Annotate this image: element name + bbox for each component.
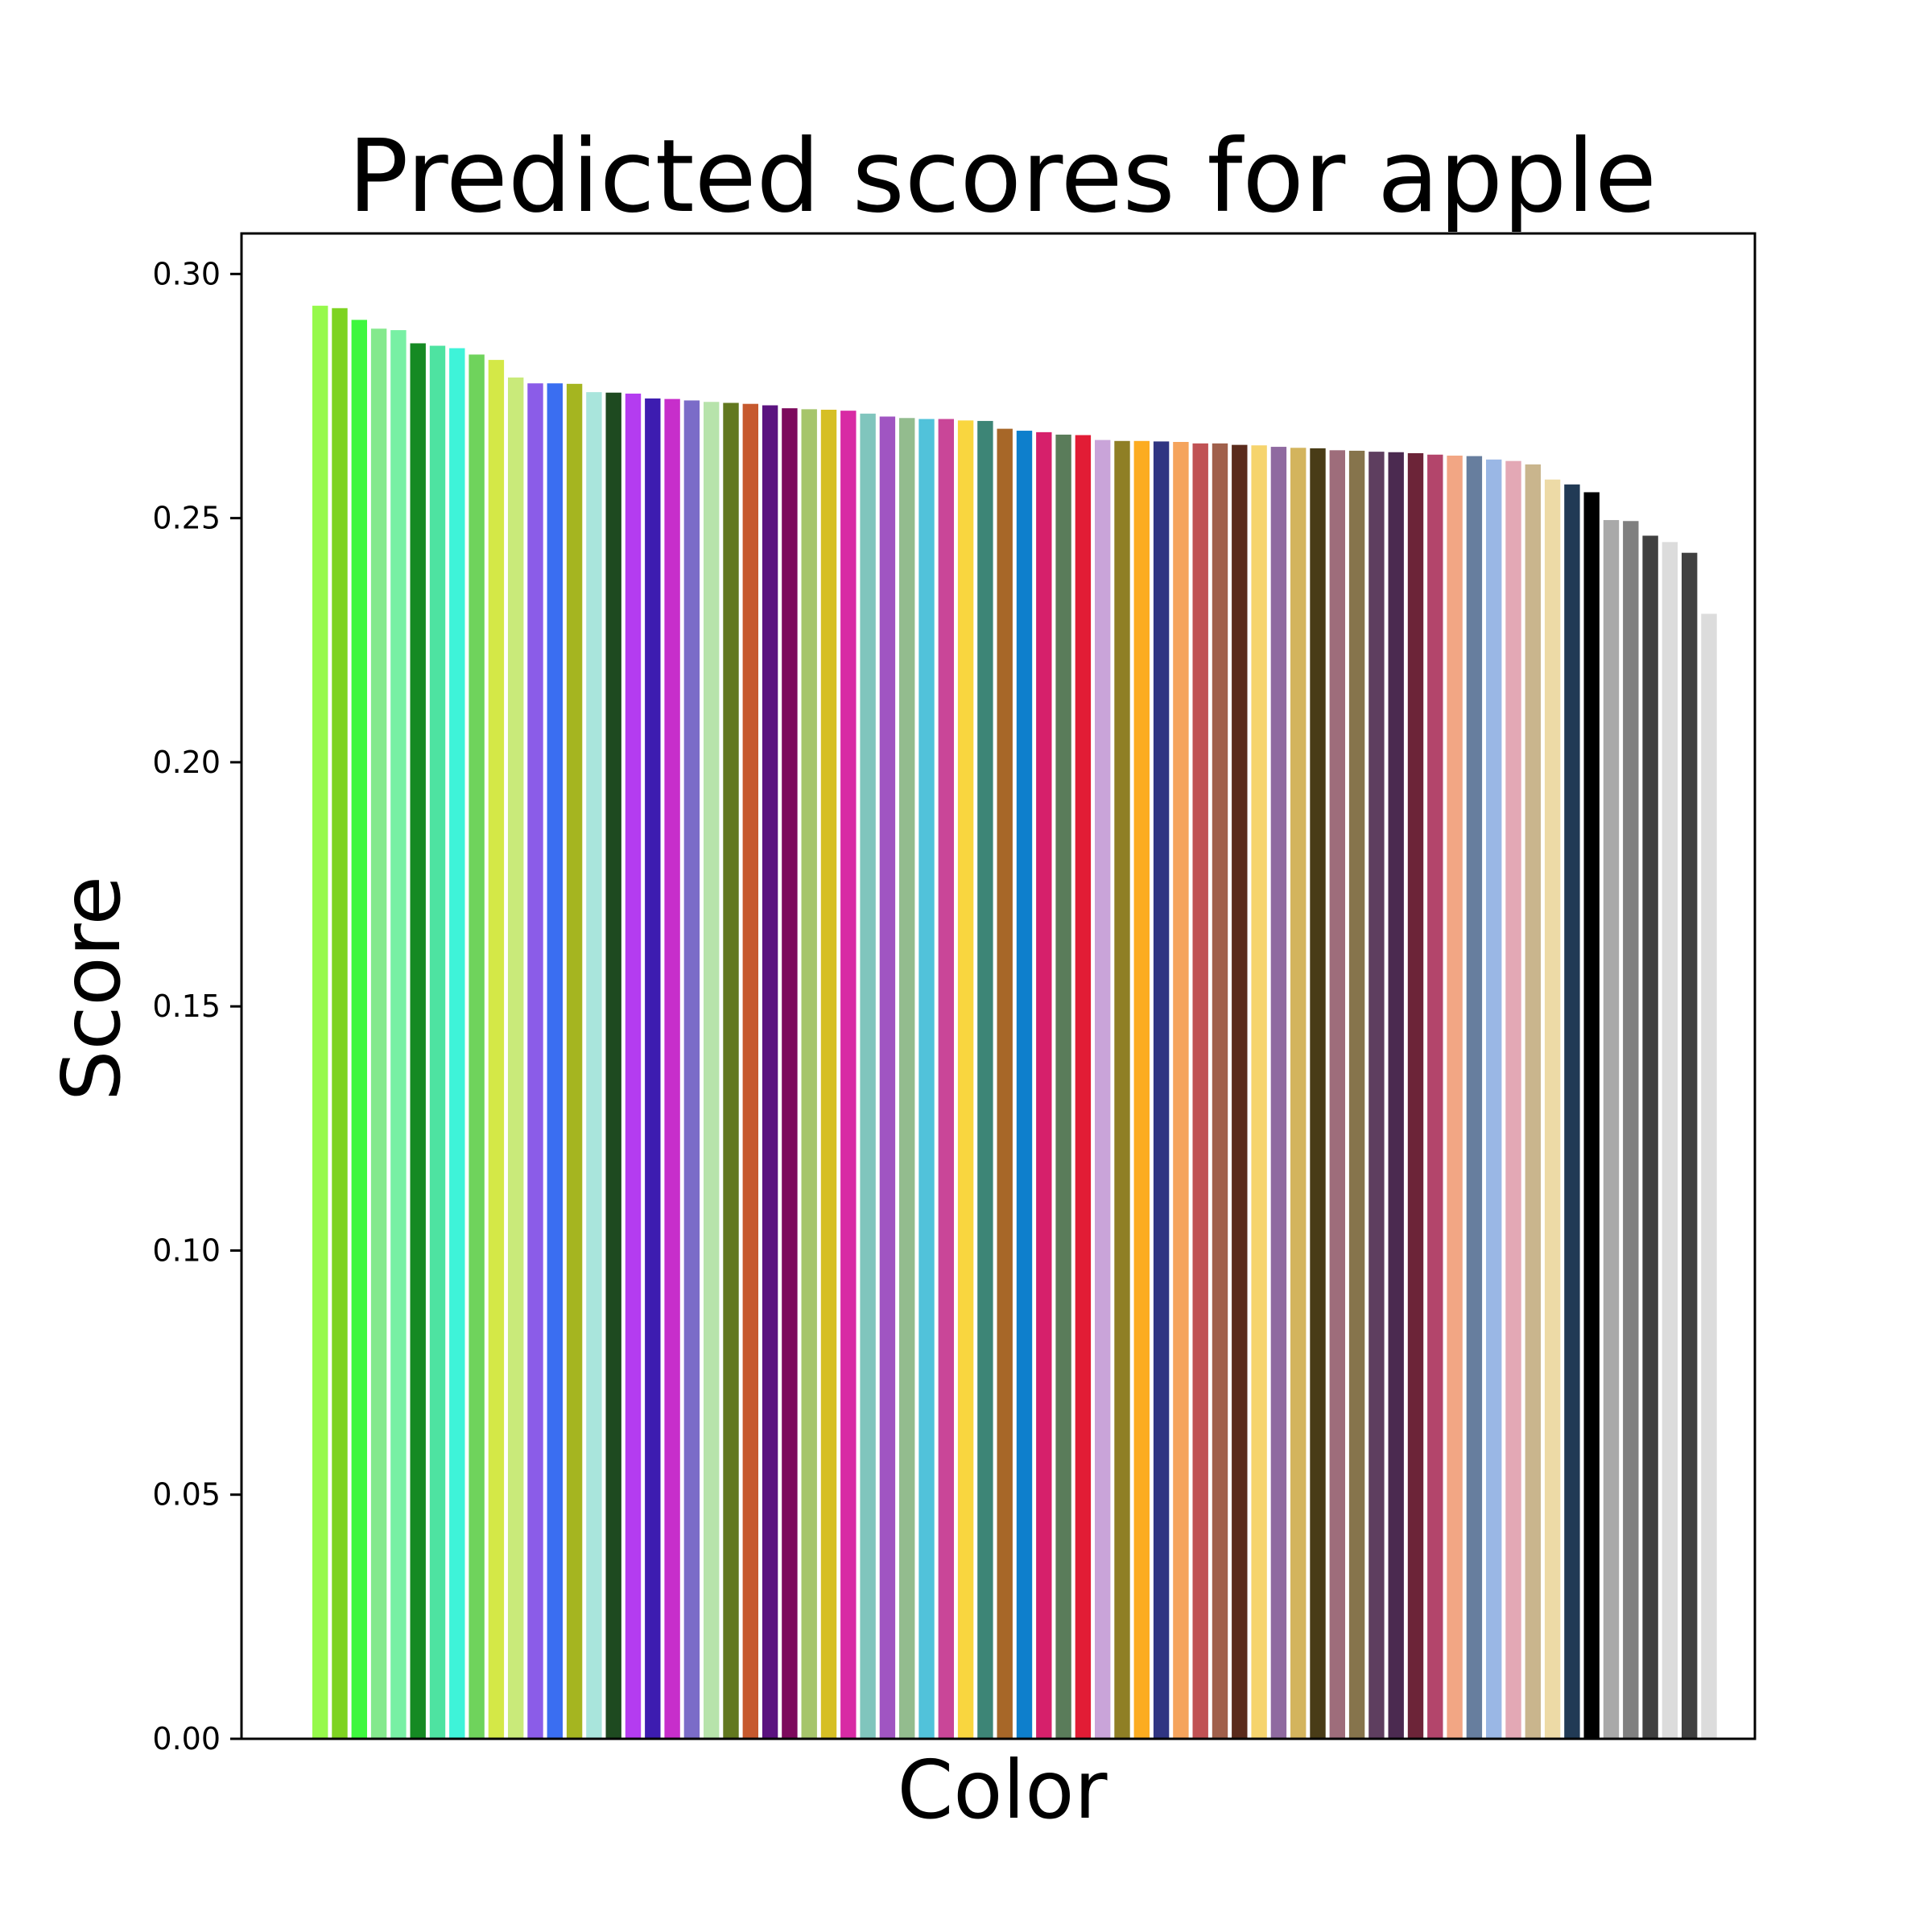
bar-61 <box>1486 459 1502 1739</box>
bar-12 <box>527 383 543 1740</box>
bar-42 <box>1114 440 1130 1739</box>
bar-5 <box>390 330 407 1740</box>
bar-14 <box>566 383 583 1739</box>
bar-30 <box>879 416 896 1740</box>
bar-34 <box>957 420 974 1739</box>
y-axis-ticks: 0.00 0.05 0.10 0.15 0.20 0.25 0.30 <box>152 256 242 1757</box>
bar-16 <box>605 392 621 1739</box>
bar-11 <box>508 377 524 1740</box>
bar-35 <box>977 420 993 1740</box>
bar-19 <box>664 398 680 1739</box>
bar-57 <box>1407 452 1424 1740</box>
bar-23 <box>742 403 758 1740</box>
bar-18 <box>645 398 661 1739</box>
bar-48 <box>1232 444 1248 1739</box>
bar-51 <box>1290 448 1307 1739</box>
bar-1 <box>312 305 328 1739</box>
bars-group <box>312 305 1717 1740</box>
x-axis-label: Color <box>897 1743 1108 1837</box>
bar-38 <box>1036 431 1052 1739</box>
bar-20 <box>683 400 700 1740</box>
bar-15 <box>586 392 602 1739</box>
bar-6 <box>410 343 426 1740</box>
bar-47 <box>1212 443 1228 1739</box>
plot-frame <box>240 232 1757 1740</box>
bar-4 <box>370 328 387 1739</box>
bar-21 <box>704 402 720 1739</box>
bar-59 <box>1447 455 1463 1739</box>
y-tick-label: 0.05 <box>152 1477 221 1513</box>
bar-44 <box>1153 441 1170 1739</box>
y-tick-label: 0.15 <box>152 989 221 1024</box>
bar-55 <box>1368 452 1385 1739</box>
y-axis-label: Score <box>44 876 138 1101</box>
bar-69 <box>1642 535 1658 1740</box>
bar-53 <box>1329 450 1345 1739</box>
bar-60 <box>1466 456 1483 1739</box>
bar-43 <box>1133 440 1150 1739</box>
y-tick-label: 0.00 <box>152 1721 221 1757</box>
bar-7 <box>429 345 446 1739</box>
bar-65 <box>1564 484 1580 1739</box>
bar-31 <box>899 418 915 1739</box>
bar-72 <box>1701 613 1717 1739</box>
y-tick-label: 0.30 <box>152 256 221 291</box>
bar-37 <box>1016 431 1033 1739</box>
bar-32 <box>919 419 935 1739</box>
bar-29 <box>860 413 876 1739</box>
bar-9 <box>469 354 485 1739</box>
bar-71 <box>1682 552 1698 1740</box>
bar-58 <box>1427 454 1443 1739</box>
bar-36 <box>997 428 1013 1739</box>
bar-3 <box>351 320 367 1739</box>
y-tick-label: 0.25 <box>152 501 221 536</box>
bar-10 <box>488 360 505 1740</box>
bar-52 <box>1310 448 1326 1739</box>
bar-64 <box>1544 479 1561 1740</box>
bar-68 <box>1623 521 1639 1739</box>
bar-17 <box>625 393 642 1740</box>
bar-28 <box>840 411 857 1740</box>
bar-39 <box>1055 434 1071 1739</box>
bar-63 <box>1525 464 1541 1739</box>
bar-8 <box>449 348 465 1739</box>
bar-25 <box>782 408 798 1739</box>
bar-70 <box>1662 542 1678 1739</box>
bar-33 <box>938 419 954 1739</box>
bar-62 <box>1505 460 1521 1739</box>
bar-50 <box>1270 447 1287 1739</box>
bar-45 <box>1173 442 1189 1739</box>
bar-24 <box>762 405 778 1739</box>
bar-26 <box>801 409 817 1739</box>
bar-13 <box>547 383 563 1740</box>
bar-56 <box>1388 452 1404 1739</box>
chart-title: Predicted scores for apple <box>348 118 1657 235</box>
bar-22 <box>723 402 739 1740</box>
bar-27 <box>820 409 837 1740</box>
bar-46 <box>1192 443 1208 1739</box>
bar-67 <box>1603 520 1620 1739</box>
bar-49 <box>1251 445 1267 1739</box>
y-tick-label: 0.20 <box>152 745 221 780</box>
bar-54 <box>1348 450 1365 1740</box>
bar-66 <box>1583 492 1600 1739</box>
bar-40 <box>1075 435 1092 1739</box>
bar-41 <box>1095 440 1111 1739</box>
bar-2 <box>332 308 348 1739</box>
y-tick-label: 0.10 <box>152 1232 221 1268</box>
